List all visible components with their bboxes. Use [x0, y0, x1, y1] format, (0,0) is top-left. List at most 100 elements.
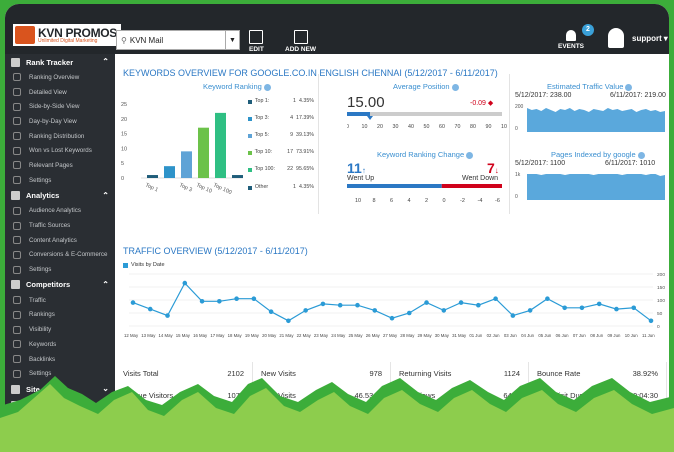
sidebar-section[interactable]: Link Manager ⌄ [5, 413, 115, 430]
sidebar-item[interactable]: Audience Analytics [5, 204, 115, 219]
info-icon[interactable] [466, 151, 474, 159]
sidebar-section[interactable]: Top Analyzer [5, 397, 115, 414]
visits-point[interactable] [510, 313, 516, 318]
went-down-label: Went Down [462, 175, 499, 182]
visits-point[interactable] [337, 302, 343, 308]
sidebar-item-label: Rankings [29, 311, 55, 319]
sidebar-item[interactable]: Traffic [5, 293, 115, 308]
ranking-change-title-text: Keyword Ranking Change [377, 150, 465, 159]
visits-point[interactable] [631, 305, 637, 311]
visits-point[interactable] [648, 318, 654, 324]
visits-point[interactable] [251, 296, 257, 301]
legend-swatch [248, 186, 252, 190]
events-button[interactable]: 2 EVENTS [558, 24, 594, 50]
bell-icon: 2 [566, 24, 594, 41]
y-tick-label: 50 [657, 311, 663, 317]
visits-point[interactable] [355, 302, 360, 308]
info-icon[interactable] [625, 83, 633, 91]
legend-percent: 4.35% [298, 98, 314, 104]
brand-name: KVN PROMOS [38, 25, 118, 40]
traffic-value-end: 6/11/2017: 219.00 [610, 92, 666, 99]
site-select[interactable]: ⚲ KVN Mail ▼ [116, 30, 240, 50]
sidebar-item[interactable]: Content Analytics [5, 233, 115, 248]
visits-point[interactable] [303, 308, 308, 313]
sidebar-item-icon [13, 161, 21, 170]
edit-button[interactable]: EDIT [249, 30, 264, 53]
sidebar-item[interactable]: Settings [5, 173, 115, 188]
sidebar-item[interactable]: Visibility [5, 322, 115, 337]
sidebar-item[interactable]: Settings [5, 366, 115, 381]
legend-swatch [248, 100, 252, 104]
sidebar-item[interactable]: Relevant Pages [5, 158, 115, 173]
sidebar-item[interactable]: Ranking Overview [5, 70, 115, 85]
visits-point[interactable] [147, 306, 153, 312]
info-icon[interactable] [637, 151, 645, 159]
visits-point[interactable] [562, 305, 567, 311]
visits-point[interactable] [545, 296, 550, 301]
sidebar-section[interactable]: Competitors ⌃ [5, 276, 115, 293]
legend-swatch [248, 168, 252, 172]
visits-point[interactable] [596, 301, 602, 307]
sidebar-item[interactable]: Ranking Distribution [5, 129, 115, 144]
visits-point[interactable] [182, 280, 188, 286]
keyword-ranking-title-text: Keyword Ranking [203, 82, 262, 91]
visits-point[interactable] [527, 308, 533, 313]
section-icon [11, 57, 20, 67]
legend-percent: 95.65% [296, 166, 314, 172]
visits-point[interactable] [476, 302, 481, 308]
visits-point[interactable] [579, 305, 585, 311]
sidebar-item[interactable]: Settings [5, 262, 115, 277]
visits-point[interactable] [268, 309, 274, 314]
user-menu[interactable]: support ▾ [608, 28, 668, 48]
sidebar-item-label: Detailed View [29, 88, 67, 96]
sidebar-item[interactable]: Backlinks [5, 352, 115, 367]
visits-point[interactable] [199, 299, 205, 304]
stat-cell: Bounce Rate 38.92% [529, 362, 667, 384]
visits-point[interactable] [130, 300, 136, 305]
visits-point[interactable] [614, 306, 619, 312]
sidebar-section[interactable]: Rank Tracker ⌃ [5, 54, 115, 70]
sidebar-item[interactable]: Day-by-Day View [5, 114, 115, 129]
sidebar-section[interactable]: Site Auditor ⌄ [5, 381, 115, 398]
ranking-bar [147, 175, 158, 178]
visits-point[interactable] [372, 308, 378, 313]
sidebar-section[interactable]: Analytics ⌃ [5, 187, 115, 204]
sidebar-item[interactable]: Rankings [5, 308, 115, 323]
brand-logo[interactable]: KVN PROMOS Unlimited Digital Marketing [13, 24, 121, 46]
sidebar-item[interactable]: Side-by-Side View [5, 99, 115, 114]
scale-tick-label: 4 [408, 198, 411, 204]
legend-row: Other 1 4.35% [248, 184, 314, 190]
sidebar-item[interactable]: Conversions & E-Commerce [5, 248, 115, 263]
legend-percent: 39.13% [296, 132, 314, 138]
position-fill [347, 112, 370, 116]
visits-point[interactable] [406, 310, 412, 316]
visits-point[interactable] [320, 301, 326, 307]
visits-point[interactable] [424, 300, 429, 305]
visits-point[interactable] [493, 296, 498, 301]
chevron-down-icon[interactable]: ▼ [225, 31, 239, 49]
user-name: support [632, 33, 662, 43]
visits-point[interactable] [389, 315, 395, 321]
scale-tick-label: 100 [501, 124, 507, 130]
visits-point[interactable] [286, 318, 291, 324]
visits-point[interactable] [458, 300, 464, 305]
scale-tick-label: 50 [424, 124, 430, 130]
visits-point[interactable] [165, 313, 170, 318]
visits-point[interactable] [234, 296, 239, 301]
info-icon[interactable] [263, 83, 271, 91]
sidebar-item[interactable]: Traffic Sources [5, 218, 115, 233]
scale-tick-label: -2 [460, 198, 465, 204]
sidebar-item[interactable]: Keywords [5, 337, 115, 352]
sidebar-item[interactable]: Won vs Lost Keywords [5, 143, 115, 158]
sidebar-item-icon [13, 325, 21, 334]
x-tick-label: 13 May [141, 333, 156, 338]
info-icon[interactable] [451, 83, 459, 91]
sidebar-item-icon [13, 265, 21, 274]
visits-point[interactable] [217, 299, 222, 304]
sidebar-item-label: Keywords [29, 340, 57, 348]
sidebar-item[interactable]: Detailed View [5, 85, 115, 100]
add-new-button[interactable]: ADD NEW [285, 30, 316, 53]
visits-point[interactable] [441, 308, 447, 313]
events-badge: 2 [582, 24, 594, 36]
y-tick-label: 0 [121, 176, 124, 182]
